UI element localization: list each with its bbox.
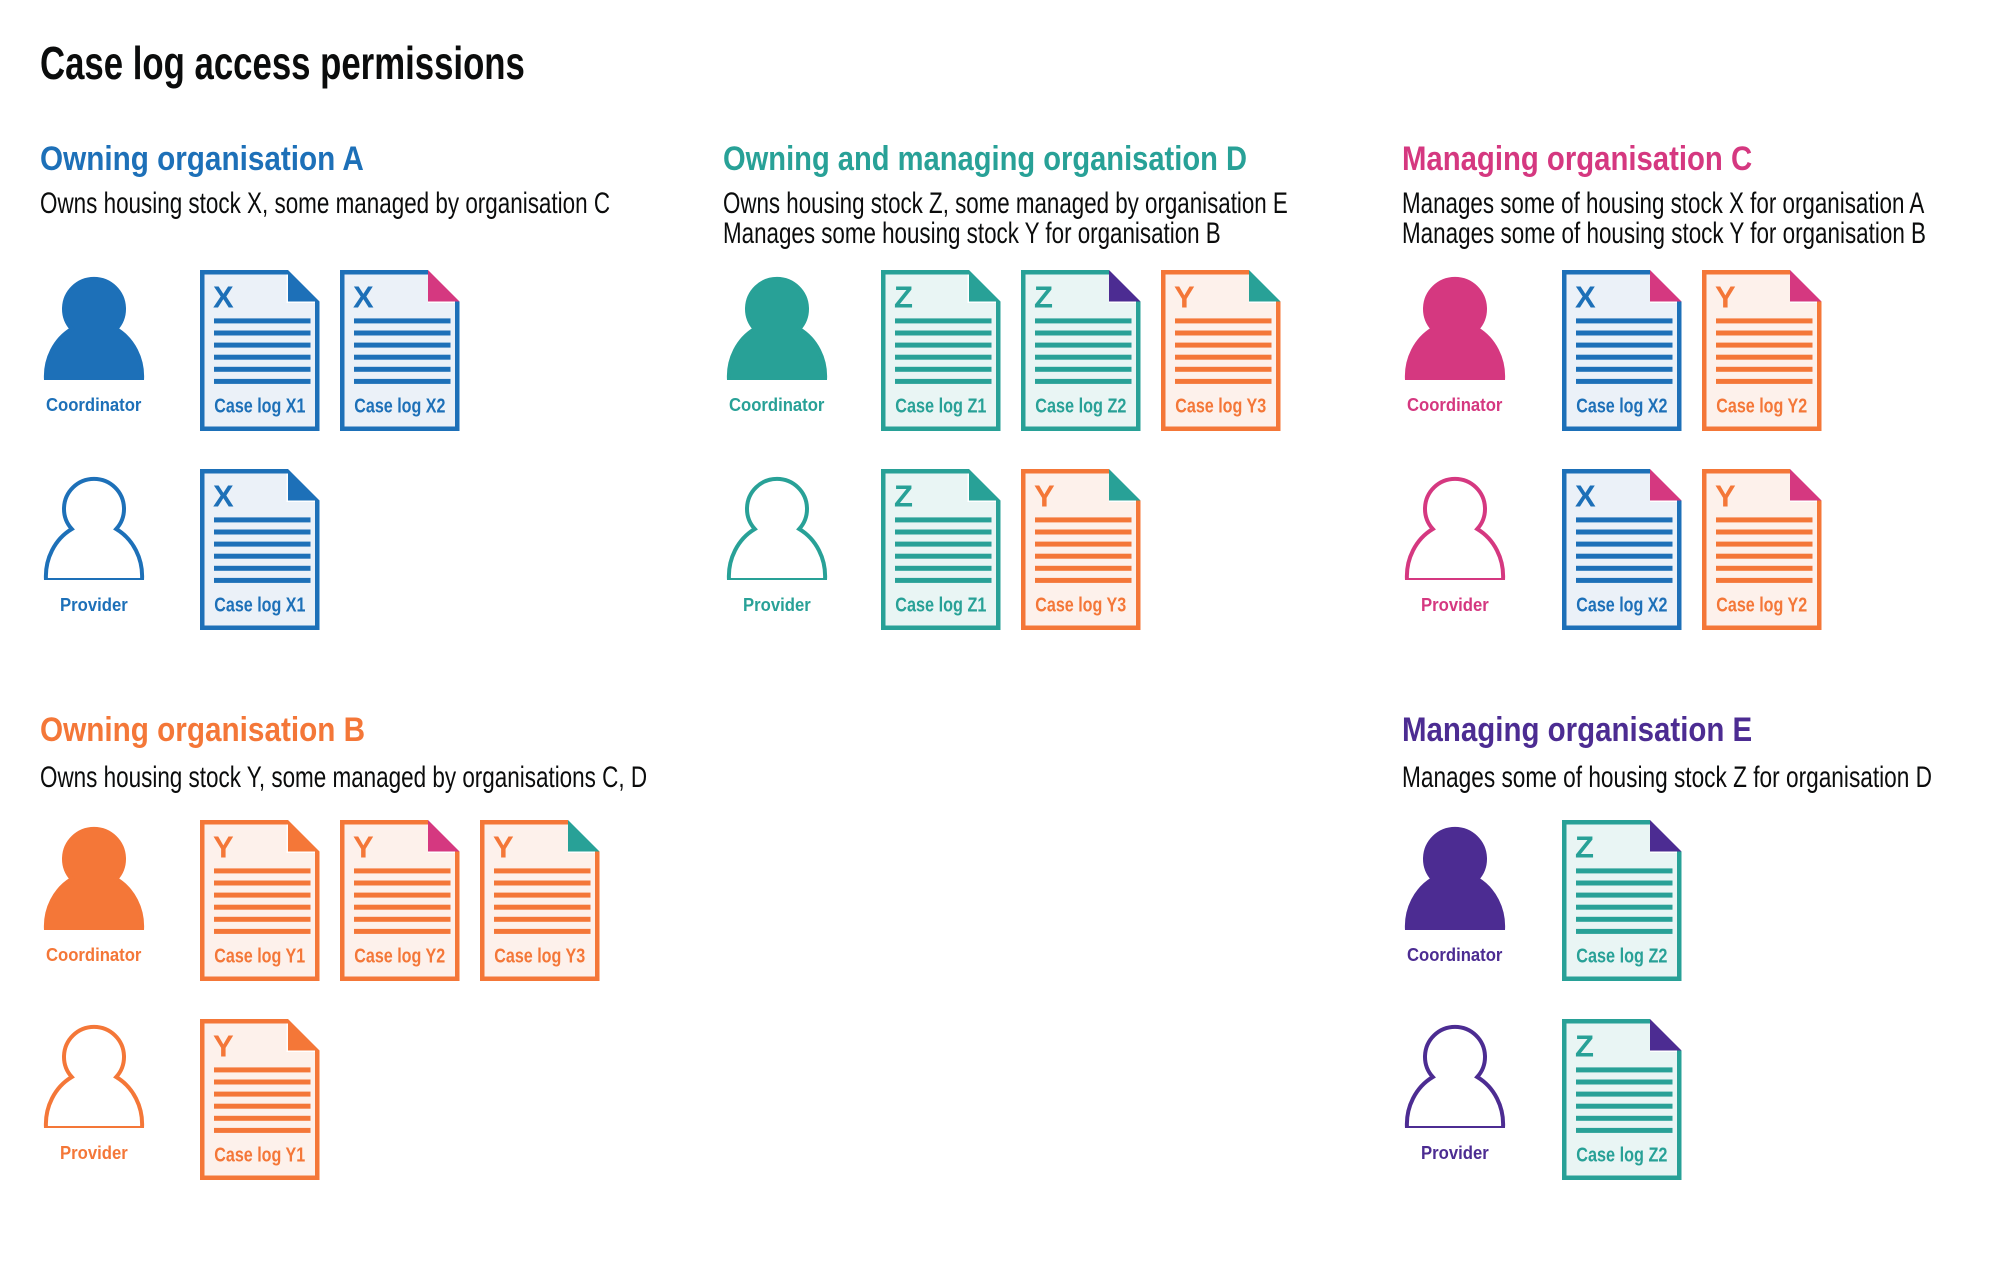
svg-text:Y: Y	[1034, 479, 1055, 514]
svg-text:Case log Z2: Case log Z2	[1576, 944, 1667, 966]
svg-text:Case log Y3: Case log Y3	[1175, 394, 1266, 416]
svg-text:Case log Y2: Case log Y2	[1716, 594, 1807, 616]
svg-text:Y: Y	[493, 829, 514, 864]
svg-text:Case log Y2: Case log Y2	[1716, 394, 1807, 416]
svg-text:Case log Z2: Case log Z2	[1576, 1144, 1667, 1166]
svg-text:Case log X2: Case log X2	[354, 394, 445, 416]
svg-text:X: X	[1575, 479, 1596, 514]
svg-text:Case log X1: Case log X1	[214, 594, 305, 616]
svg-text:X: X	[213, 479, 234, 514]
svg-text:Z: Z	[894, 279, 913, 314]
svg-text:Case log Z1: Case log Z1	[895, 594, 986, 616]
svg-text:Y: Y	[213, 829, 234, 864]
svg-text:Case log Y1: Case log Y1	[214, 944, 305, 966]
svg-text:Case log Z2: Case log Z2	[1035, 394, 1126, 416]
svg-text:Y: Y	[1715, 479, 1736, 514]
svg-text:Case log Y3: Case log Y3	[494, 944, 585, 966]
svg-text:X: X	[353, 279, 374, 314]
svg-text:X: X	[1575, 279, 1596, 314]
svg-text:Case log Y1: Case log Y1	[214, 1144, 305, 1166]
svg-text:X: X	[213, 279, 234, 314]
svg-text:Y: Y	[1174, 279, 1195, 314]
svg-text:Z: Z	[1575, 1029, 1594, 1064]
svg-text:Case log X1: Case log X1	[214, 394, 305, 416]
svg-text:Z: Z	[1575, 829, 1594, 864]
svg-text:Y: Y	[213, 1029, 234, 1064]
svg-text:Case log Y2: Case log Y2	[354, 944, 445, 966]
svg-text:Case log X2: Case log X2	[1576, 394, 1667, 416]
svg-text:Case log Z1: Case log Z1	[895, 394, 986, 416]
svg-text:Z: Z	[1034, 279, 1053, 314]
svg-text:Z: Z	[894, 479, 913, 514]
svg-text:Case log Y3: Case log Y3	[1035, 594, 1126, 616]
svg-text:Y: Y	[1715, 279, 1736, 314]
svg-text:Y: Y	[353, 829, 374, 864]
svg-text:Case log X2: Case log X2	[1576, 594, 1667, 616]
